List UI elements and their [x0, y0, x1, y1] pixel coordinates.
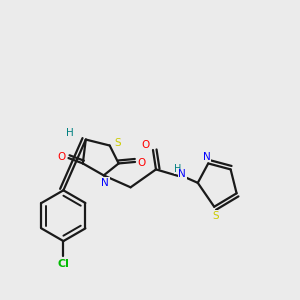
Text: H: H	[66, 128, 74, 138]
Text: N: N	[178, 169, 186, 179]
Text: O: O	[137, 158, 146, 167]
Text: N: N	[101, 178, 109, 188]
Text: S: S	[212, 211, 219, 221]
Text: O: O	[141, 140, 150, 150]
Text: S: S	[115, 138, 122, 148]
Text: N: N	[203, 152, 211, 162]
Text: Cl: Cl	[58, 260, 69, 269]
Text: H: H	[174, 164, 182, 173]
Text: O: O	[58, 152, 66, 162]
